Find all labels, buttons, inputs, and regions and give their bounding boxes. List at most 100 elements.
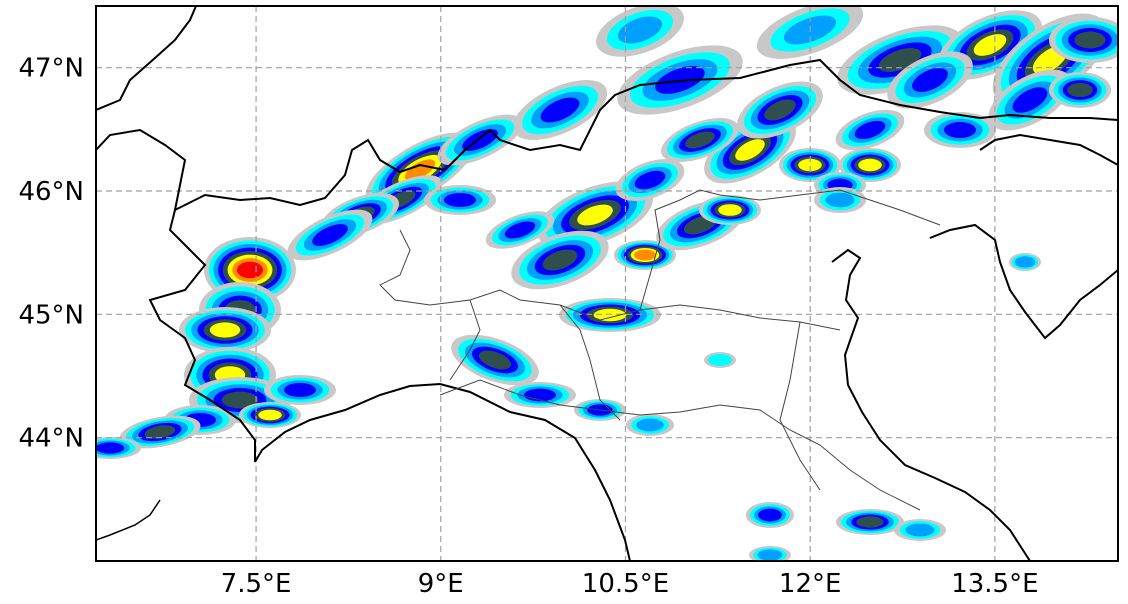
lon-tick-label: 10.5°E: [582, 569, 669, 599]
precip-contour-level: [284, 383, 316, 397]
lon-tick-label: 9°E: [418, 569, 464, 599]
precip-cell: [559, 298, 661, 332]
precip-contour-level: [912, 68, 948, 92]
precip-cell: [96, 437, 141, 459]
precip-contour-level: [258, 409, 282, 421]
precip-cell: [424, 185, 496, 215]
precip-cell: [699, 195, 761, 225]
precip-contour-level: [764, 99, 796, 121]
precip-cell: [887, 51, 973, 109]
precip-cell: [836, 509, 904, 535]
precip-cell: [1049, 72, 1111, 108]
precip-cell: [704, 352, 736, 368]
coastline-tyrrhenian: [254, 382, 631, 561]
coastline-corsica: [96, 499, 161, 541]
precip-contour-level: [757, 549, 783, 561]
precip-contour-level: [478, 350, 512, 370]
precip-cell: [814, 187, 866, 213]
precip-contour-level: [577, 204, 613, 226]
precip-contour-level: [1012, 87, 1048, 113]
precip-cell: [749, 546, 791, 561]
precipitation-layer: [96, 6, 1118, 561]
precip-contour-level: [878, 48, 922, 72]
latitude-tick-labels: 47°N 46°N 45°N 44°N: [18, 54, 84, 454]
coastline-adriatic-west: [831, 248, 1031, 561]
precip-contour-level: [593, 308, 627, 322]
lon-tick-label: 13.5°E: [951, 569, 1038, 599]
precip-contour-level: [444, 193, 476, 207]
longitude-tick-labels: 7.5°E 9°E 10.5°E 12°E 13.5°E: [221, 569, 1039, 599]
precip-cell: [512, 80, 608, 140]
precip-contour-level: [636, 418, 664, 432]
precip-cell: [264, 375, 336, 405]
precip-cell: [1009, 253, 1041, 271]
precip-contour-level: [236, 261, 264, 279]
precip-contour-level: [858, 158, 882, 172]
precip-contour-level: [735, 139, 765, 161]
regional-borders: [379, 189, 941, 511]
precip-contour-level: [1074, 31, 1106, 49]
precip-contour-level: [221, 391, 259, 409]
precip-contour-level: [542, 249, 578, 271]
precip-contour-level: [685, 131, 715, 149]
precip-contour-level: [540, 97, 580, 123]
precip-cell: [779, 148, 841, 182]
precip-contour-level: [1067, 82, 1093, 98]
precip-cell: [239, 402, 301, 428]
precip-contour-level: [312, 224, 348, 246]
precip-contour-level: [504, 221, 536, 239]
precip-contour-level: [758, 508, 782, 522]
precip-contour-level: [209, 322, 241, 338]
lon-tick-label: 7.5°E: [221, 569, 292, 599]
precip-cell: [837, 25, 963, 95]
lat-tick-label: 46°N: [18, 177, 84, 207]
precip-contour-level: [634, 249, 656, 261]
precip-contour-level: [973, 34, 1007, 56]
precip-contour-level: [825, 192, 855, 208]
coastline-istria: [929, 223, 1118, 340]
precip-cell: [894, 519, 946, 541]
precip-cell: [924, 112, 996, 148]
precip-cell: [626, 414, 674, 436]
precip-cell: [511, 230, 609, 290]
precip-contour-level: [1014, 256, 1036, 268]
precip-contour-level: [798, 158, 822, 172]
precip-cell: [839, 148, 901, 182]
lat-tick-label: 45°N: [18, 300, 84, 330]
precip-contour-level: [96, 442, 125, 454]
precip-cell: [504, 382, 576, 408]
precip-cell: [179, 307, 271, 353]
precip-contour-level: [634, 170, 666, 190]
precip-contour-level: [524, 388, 556, 402]
precip-cell: [596, 6, 684, 57]
precip-contour-level: [856, 516, 884, 528]
precip-contour-level: [718, 204, 742, 216]
precip-contour-level: [944, 122, 976, 138]
border-north: [96, 6, 197, 111]
precip-contour-level: [708, 354, 732, 366]
coastlines-and-borders: [96, 6, 1118, 561]
precip-cell: [204, 237, 296, 303]
precip-contour-level: [854, 120, 886, 140]
precip-contour-level: [404, 159, 436, 181]
precip-cell: [287, 209, 373, 261]
map-frame: [95, 5, 1119, 562]
precip-cell: [835, 109, 905, 151]
lat-tick-label: 44°N: [18, 424, 84, 454]
precip-cell: [737, 81, 823, 139]
lon-tick-label: 12°E: [779, 569, 842, 599]
precip-cell: [451, 334, 539, 386]
lat-tick-label: 47°N: [18, 54, 84, 84]
precip-cell: [485, 211, 555, 249]
border-austria-slovenia: [979, 133, 1118, 166]
precip-cell: [1049, 17, 1118, 63]
map-plot-area: [96, 6, 1118, 561]
precip-cell: [660, 118, 740, 162]
precip-contour-level: [905, 523, 935, 537]
precip-cell: [746, 502, 794, 528]
gridlines: [96, 6, 1118, 561]
precip-contour-level: [144, 425, 176, 439]
border-france-west: [148, 209, 256, 462]
precip-contour-level: [617, 16, 663, 44]
